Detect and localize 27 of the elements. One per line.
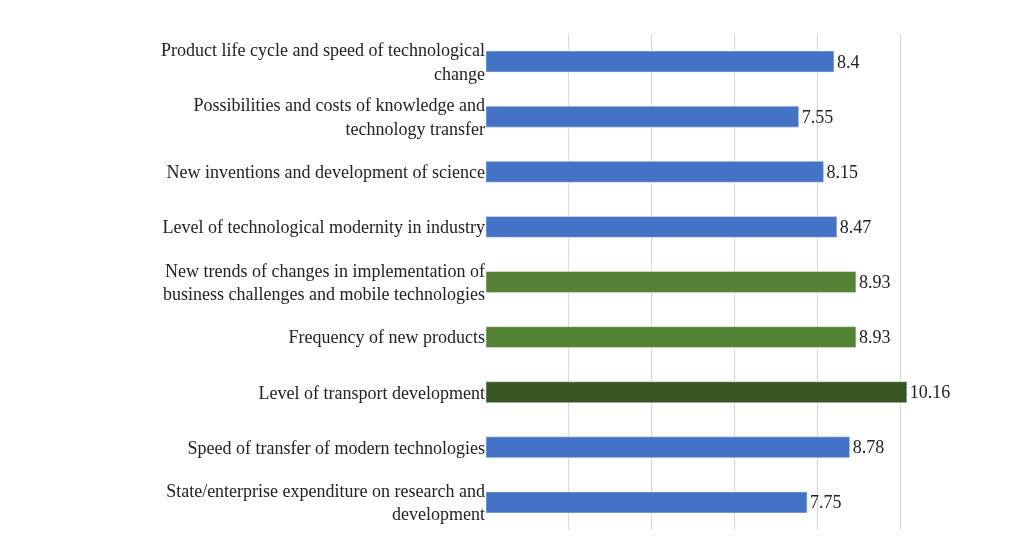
- data-label: 8.93: [858, 272, 891, 292]
- bar: [486, 50, 835, 73]
- bar: [486, 105, 799, 128]
- data-label: 7.75: [810, 492, 842, 513]
- y-tick-label: Product life cycle and speed of technological change: [161, 40, 486, 84]
- data-label: 8.78: [852, 437, 885, 458]
- bar: [486, 271, 857, 293]
- bar: [486, 216, 838, 238]
- y-tick-label: Level of technological modernity in industry: [162, 217, 485, 238]
- data-label: 7.55: [801, 106, 834, 127]
- y-tick-label: Level of transport development: [258, 382, 485, 403]
- y-tick-label: New trends of changes in implementation of business challenges and mobile technologies: [163, 260, 485, 304]
- y-tick-label: State/enterprise expenditure on research and development: [166, 481, 485, 525]
- bar: [486, 436, 850, 459]
- data-label: 8.93: [858, 327, 891, 348]
- data-label: 10.16: [909, 382, 951, 403]
- bar: [486, 381, 908, 403]
- data-label: 8.15: [826, 161, 859, 182]
- bar: [486, 491, 808, 514]
- data-label: 8.47: [839, 216, 872, 237]
- bar: [486, 161, 824, 183]
- y-tick-label: Possibilities and costs of knowledge and technology transfer: [193, 95, 485, 139]
- data-label: 8.4: [836, 51, 860, 72]
- y-tick-label: New inventions and development of science: [166, 162, 486, 183]
- y-tick-label: Speed of transfer of modern technologies: [187, 437, 485, 458]
- y-tick-label: Frequency of new products: [288, 327, 485, 348]
- bar: [486, 326, 857, 348]
